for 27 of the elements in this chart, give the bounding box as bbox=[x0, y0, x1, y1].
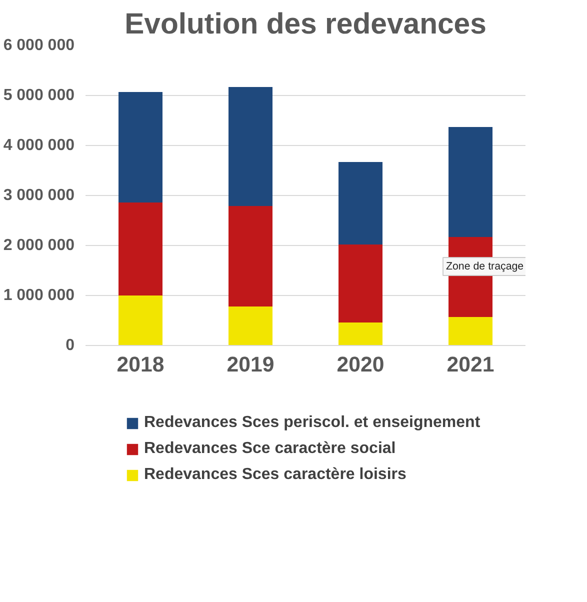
x-tick-label: 2018 bbox=[116, 352, 164, 376]
x-tick-label: 2020 bbox=[336, 352, 384, 376]
chart-title: Evolution des redevances bbox=[124, 8, 486, 40]
y-tick-label: 1 000 000 bbox=[3, 287, 75, 304]
x-tick-label: 2019 bbox=[226, 352, 274, 376]
legend-label: Redevances Sce caractère social bbox=[144, 440, 396, 458]
y-tick-label: 0 bbox=[66, 337, 75, 354]
y-tick-label: 3 000 000 bbox=[3, 187, 75, 204]
bar bbox=[118, 296, 162, 346]
bar bbox=[118, 202, 162, 296]
bar bbox=[228, 306, 272, 346]
y-tick-label: 4 000 000 bbox=[3, 137, 75, 154]
bar bbox=[338, 162, 382, 244]
y-tick-label: 5 000 000 bbox=[3, 87, 75, 104]
bar bbox=[228, 87, 272, 206]
bar bbox=[448, 317, 492, 346]
x-tick-label: 2021 bbox=[446, 352, 494, 376]
legend-label: Redevances Sces caractère loisirs bbox=[144, 466, 406, 484]
bar bbox=[338, 244, 382, 322]
y-tick-label: 2 000 000 bbox=[3, 237, 75, 254]
annotation: Zone de traçage bbox=[446, 260, 524, 272]
y-tick-label: 6 000 000 bbox=[3, 37, 75, 54]
legend-label: Redevances Sces periscol. et enseignement bbox=[144, 414, 480, 432]
bar bbox=[338, 322, 382, 346]
bar bbox=[228, 206, 272, 306]
bar bbox=[118, 92, 162, 202]
bar bbox=[448, 127, 492, 237]
